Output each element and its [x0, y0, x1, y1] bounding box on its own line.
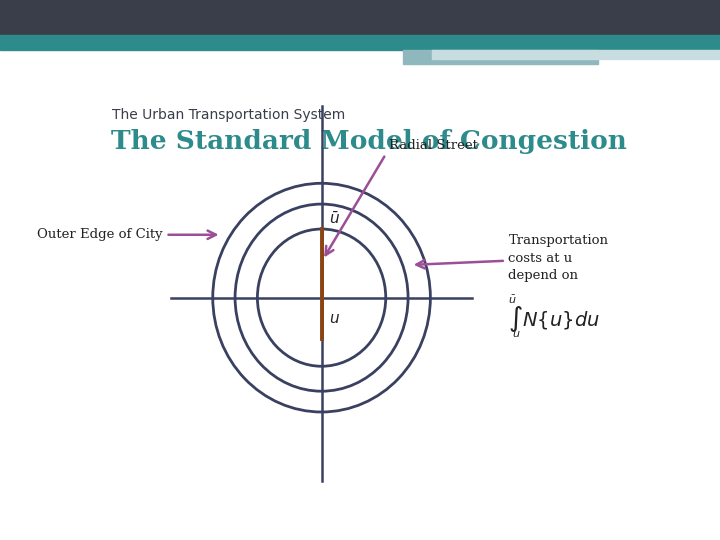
Text: The Urban Transportation System: The Urban Transportation System: [112, 109, 346, 123]
Text: $\bar{u}$: $\bar{u}$: [508, 294, 517, 306]
Text: $u$: $u$: [513, 329, 521, 339]
Text: $\bar{u}$: $\bar{u}$: [329, 211, 340, 227]
Text: $u$: $u$: [329, 312, 340, 326]
Text: $\int N\{u\}du$: $\int N\{u\}du$: [508, 304, 600, 334]
Text: depend on: depend on: [508, 269, 578, 282]
Text: The Standard Model of Congestion: The Standard Model of Congestion: [111, 129, 627, 154]
Text: Radial Street: Radial Street: [389, 139, 477, 152]
Text: costs at u: costs at u: [508, 252, 572, 265]
Text: Transportation: Transportation: [508, 234, 608, 247]
Text: Outer Edge of City: Outer Edge of City: [37, 228, 163, 241]
